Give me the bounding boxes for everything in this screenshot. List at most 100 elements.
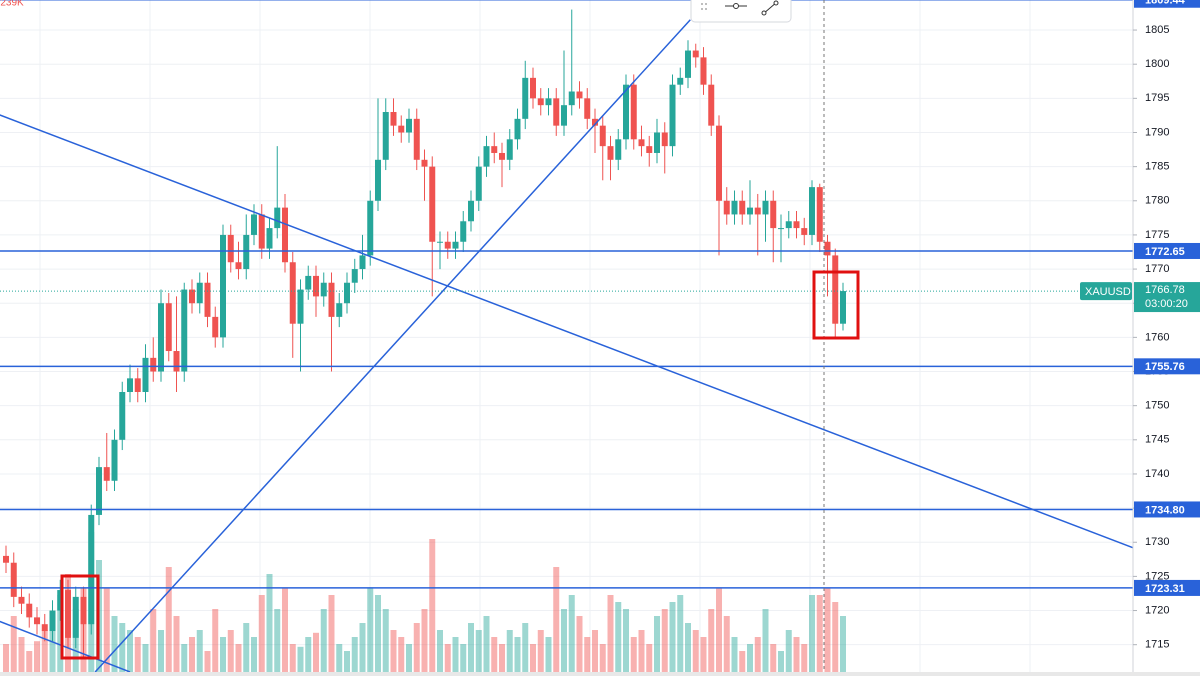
candle-body [103,467,110,481]
volume-bar [367,588,374,672]
candle-body [506,139,513,160]
volume-bar [530,644,536,672]
candle-body [72,596,79,638]
candle-body [382,112,389,160]
volume-bar [770,644,777,672]
volume-bar [452,637,459,672]
candle-body [96,467,102,515]
volume-bar [235,644,242,672]
candle-body [530,77,536,99]
candle-body [452,241,459,249]
volume-bar [49,616,56,672]
candle-body [444,241,451,249]
y-tick-label: 1745 [1145,434,1169,446]
volume-bar [499,644,505,672]
level-tag [1134,242,1200,259]
volume-bar [429,539,436,672]
volume-bar [227,630,234,672]
y-tick-label: 1725 [1145,570,1169,582]
y-tick-label: 1715 [1145,639,1169,651]
candle-body [111,439,118,481]
volume-bar [282,588,288,672]
candle-body [801,228,808,235]
candle-body [34,617,40,625]
candle-body [189,289,195,304]
volume-bar [437,630,443,672]
volume-bar [351,637,358,672]
volume-bar [700,637,707,672]
level-tag [1134,579,1200,596]
volume-bar [266,574,273,672]
candle-body [584,98,591,119]
candle-body [204,282,211,317]
candle-body [739,200,746,215]
candle-body [41,624,48,632]
volume-bar [615,602,622,672]
candle-body [336,303,343,317]
candle-body [367,200,374,256]
candle-body [227,234,234,263]
trend-line [94,19,691,673]
y-tick-label: 1720 [1145,604,1169,616]
volume-bar [607,595,614,672]
volume-bar [576,616,583,672]
volume-bar [739,651,746,672]
volume-bar [468,623,474,672]
candle-body [514,118,521,140]
volume-bar [220,637,226,672]
volume-bar [537,630,544,672]
candle-body [661,132,668,147]
volume-bar [809,595,815,672]
candle-body [437,241,443,243]
candle-body [181,289,188,372]
volume-bar [522,623,529,672]
candle-body [251,214,257,235]
candle-body [553,98,560,126]
countdown-label: 03:00:20 [1145,298,1188,310]
candle-body [173,351,180,372]
candle-body [390,112,397,126]
y-tick-label: 1805 [1145,24,1169,36]
volume-bar [119,623,126,672]
volume-bar [793,637,800,672]
candle-body [460,221,467,242]
candle-body [654,132,660,153]
candle-body [375,159,381,201]
volume-bar [359,623,366,672]
candle-body [158,303,164,372]
candle-body [770,200,777,229]
candle-body [328,282,335,317]
volume-bar [778,651,784,672]
volume-bar [189,637,195,672]
level-label: 1734.80 [1145,504,1185,516]
candle-body [669,84,676,147]
volume-bar [444,644,451,672]
volume-bar [111,616,118,672]
candle-body [499,152,505,160]
candle-body [692,50,699,58]
candle-body [142,357,149,392]
y-tick-label: 1760 [1145,331,1169,343]
y-tick-label: 1770 [1145,263,1169,275]
level-label: 1809.44 [1145,0,1186,7]
volume-bar [297,646,304,672]
candle-body [700,57,707,85]
candle-body [754,207,761,215]
toolbar[interactable] [690,0,792,23]
volume-bar [568,595,575,672]
volume-bar [34,641,40,672]
candle-body [491,146,498,153]
candle-body [282,207,288,263]
candle-body [723,200,730,215]
candle-body [677,77,684,85]
level-tag [1134,358,1200,375]
candle-body [840,291,846,324]
volume-bar [127,630,133,672]
candle-body [615,139,622,160]
candle-body [561,105,567,126]
y-tick-label: 1775 [1145,229,1169,241]
candle-body [646,146,653,153]
candle-body [731,200,738,215]
volume-bar [708,609,715,672]
